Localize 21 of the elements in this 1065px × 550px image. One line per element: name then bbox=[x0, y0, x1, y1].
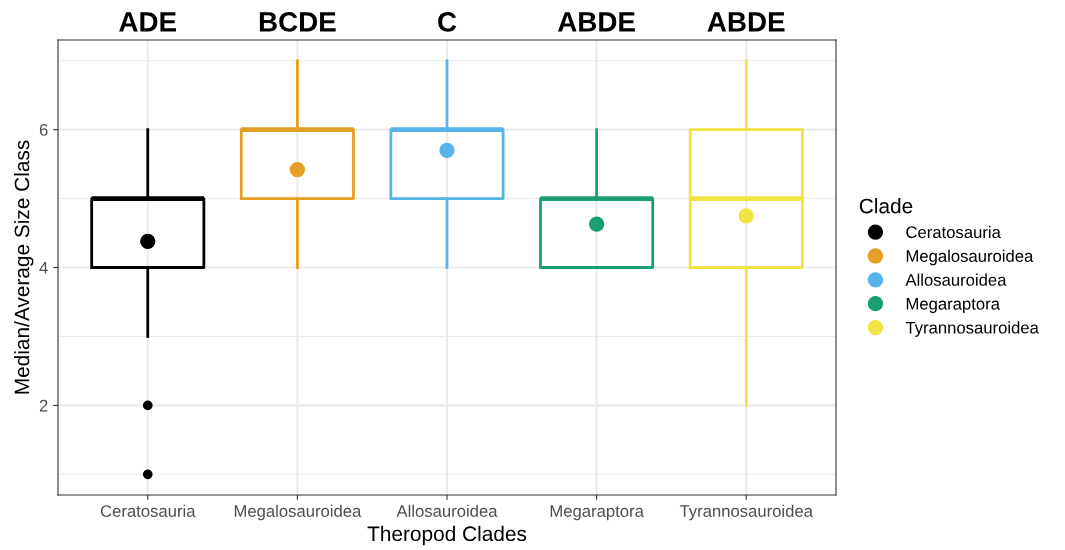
legend-label: Ceratosauria bbox=[906, 225, 1001, 239]
x-tick-label: Tyrannosauroidea bbox=[679, 504, 813, 521]
y-axis-title: Median/Average Size Class bbox=[14, 140, 34, 394]
legend-label: Allosauroidea bbox=[905, 273, 1007, 286]
text: BCDE bbox=[259, 12, 336, 32]
text: ABDE bbox=[707, 12, 785, 32]
legend-title: Clade bbox=[859, 198, 913, 214]
legend-label: Megaraptora bbox=[906, 298, 1000, 314]
y-tick-label: 4 bbox=[39, 262, 48, 274]
legend-label: Megalosauroidea bbox=[906, 249, 1034, 266]
x-axis-title: Theropod Clades bbox=[367, 525, 527, 546]
x-tick-label: Megalosauroidea bbox=[234, 504, 362, 521]
text: ADE bbox=[119, 12, 177, 32]
x-tick-label: Allosauroidea bbox=[396, 504, 498, 517]
y-tick-label: 6 bbox=[39, 124, 48, 136]
y-tick-label: 2 bbox=[39, 399, 48, 412]
legend-label: Tyrannosauroidea bbox=[905, 321, 1039, 337]
x-tick-label: Megaraptora bbox=[550, 505, 644, 521]
x-tick-label: Ceratosauria bbox=[100, 504, 196, 517]
text: ABDE bbox=[557, 12, 635, 32]
text: C bbox=[438, 12, 457, 32]
